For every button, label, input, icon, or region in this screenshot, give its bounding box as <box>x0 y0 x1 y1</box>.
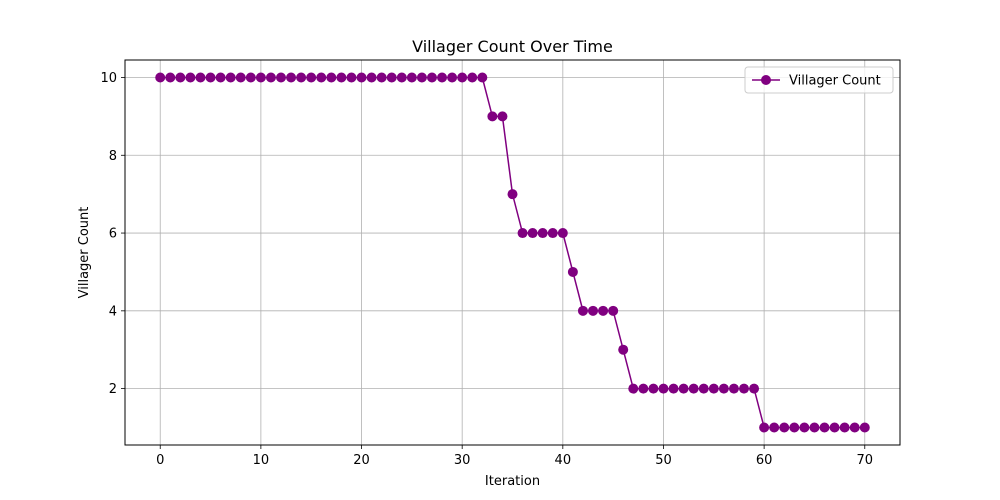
data-point <box>678 383 689 394</box>
legend-box <box>744 66 894 94</box>
x-tick-label: 40 <box>555 453 572 468</box>
data-point <box>849 422 860 433</box>
legend-marker-swatch <box>761 75 771 85</box>
data-point <box>557 228 568 239</box>
data-point <box>195 72 206 83</box>
data-point <box>577 305 588 316</box>
data-point <box>769 422 780 433</box>
data-point <box>507 189 518 200</box>
plot-frame <box>124 59 901 446</box>
data-point <box>205 72 216 83</box>
x-tick-label: 60 <box>756 453 773 468</box>
data-point <box>658 383 669 394</box>
data-point <box>759 422 770 433</box>
data-point <box>235 72 246 83</box>
data-point <box>336 72 347 83</box>
x-axis-ticks: 0 10 20 30 40 50 60 70 <box>156 445 873 468</box>
legend-label: Villager Count <box>789 74 881 89</box>
y-axis-ticks: 2 4 6 8 10 <box>100 71 125 397</box>
data-point <box>286 72 297 83</box>
data-point <box>406 72 417 83</box>
data-point <box>306 72 317 83</box>
data-point <box>185 72 196 83</box>
data-point <box>225 72 236 83</box>
x-axis-label: Iteration <box>485 474 540 489</box>
data-point <box>688 383 699 394</box>
data-point <box>527 228 538 239</box>
x-tick-label: 50 <box>655 453 672 468</box>
data-point <box>839 422 850 433</box>
data-point <box>728 383 739 394</box>
data-point <box>265 72 276 83</box>
data-point <box>356 72 367 83</box>
data-point <box>829 422 840 433</box>
data-point <box>477 72 488 83</box>
data-point <box>487 111 498 122</box>
data-point <box>255 72 266 83</box>
chart-title: Villager Count Over Time <box>412 37 613 56</box>
x-tick-label: 20 <box>353 453 370 468</box>
data-point <box>426 72 437 83</box>
data-point <box>386 72 397 83</box>
data-point <box>698 383 709 394</box>
data-point <box>215 72 226 83</box>
series-layer <box>155 72 870 433</box>
data-point <box>598 305 609 316</box>
data-point <box>708 383 719 394</box>
data-point <box>517 228 528 239</box>
data-point <box>608 305 619 316</box>
y-tick-label: 6 <box>109 227 117 242</box>
data-point <box>416 72 427 83</box>
data-point <box>749 383 760 394</box>
x-tick-label: 70 <box>856 453 873 468</box>
data-point <box>155 72 166 83</box>
data-point <box>668 383 679 394</box>
data-point <box>809 422 820 433</box>
data-point <box>799 422 810 433</box>
data-point <box>628 383 639 394</box>
y-tick-label: 10 <box>100 71 117 86</box>
data-point <box>618 344 629 355</box>
data-point <box>376 72 387 83</box>
data-point <box>859 422 870 433</box>
data-point <box>537 228 548 239</box>
data-point <box>175 72 186 83</box>
data-point <box>457 72 468 83</box>
y-axis-label: Villager Count <box>77 207 92 299</box>
data-point <box>789 422 800 433</box>
y-tick-label: 4 <box>109 304 117 319</box>
legend: Villager Count <box>744 66 894 94</box>
data-point <box>366 72 377 83</box>
data-point <box>437 72 448 83</box>
data-point <box>276 72 287 83</box>
data-point <box>326 72 337 83</box>
grid <box>125 60 900 445</box>
x-tick-label: 30 <box>454 453 471 468</box>
data-point <box>447 72 458 83</box>
data-point <box>296 72 307 83</box>
data-point <box>316 72 327 83</box>
data-point <box>648 383 659 394</box>
data-point <box>346 72 357 83</box>
x-tick-label: 0 <box>156 453 164 468</box>
data-point <box>819 422 830 433</box>
data-point <box>779 422 790 433</box>
y-tick-label: 8 <box>109 149 117 164</box>
data-point <box>738 383 749 394</box>
x-tick-label: 10 <box>253 453 270 468</box>
data-point <box>567 266 578 277</box>
data-point <box>396 72 407 83</box>
data-point <box>497 111 508 122</box>
data-point <box>718 383 729 394</box>
data-point <box>165 72 176 83</box>
y-tick-label: 2 <box>109 382 117 397</box>
data-point <box>638 383 649 394</box>
data-point <box>588 305 599 316</box>
data-point <box>547 228 558 239</box>
data-point <box>245 72 256 83</box>
data-point <box>467 72 478 83</box>
